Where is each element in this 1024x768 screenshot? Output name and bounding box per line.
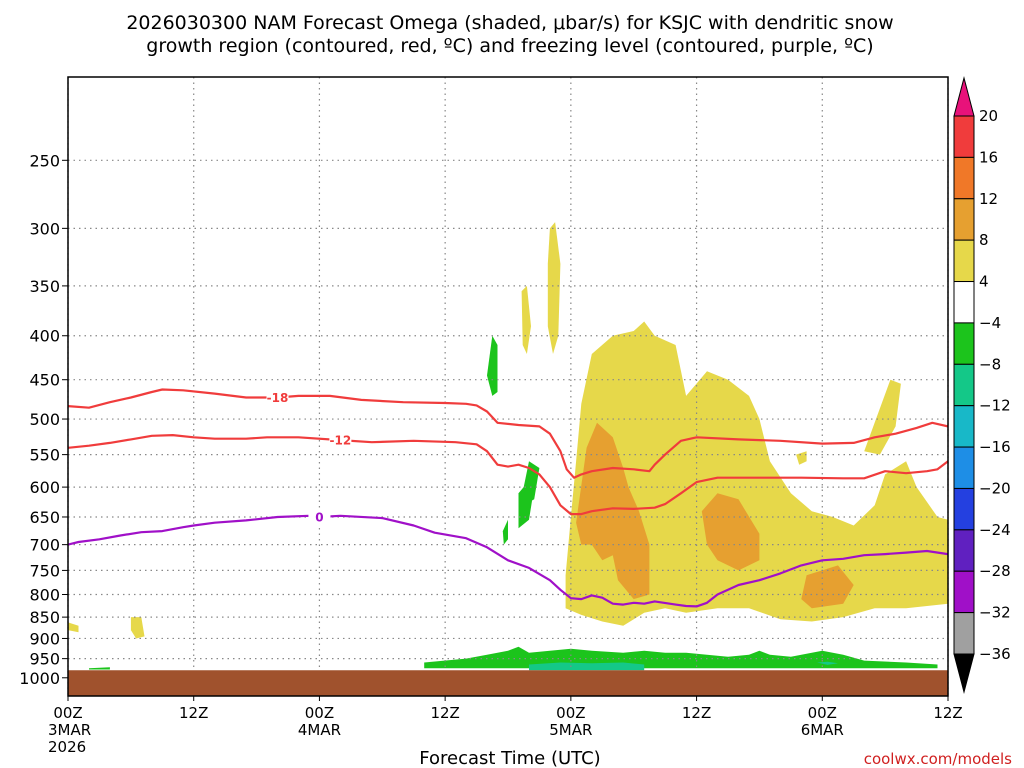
contour-label: 0 <box>315 510 323 524</box>
colorbar-segment <box>953 529 975 572</box>
source-credit: coolwx.com/models <box>864 750 1012 768</box>
y-axis: 250 300 350 400 450 500 550 600 650 700 750 800 850 9… <box>19 151 68 688</box>
y-tick-label: 300 <box>29 219 60 238</box>
colorbar-segment <box>953 115 975 158</box>
x-tick-label: 00Z <box>808 704 837 722</box>
colorbar-segment <box>953 156 975 200</box>
omega-region-11 <box>424 646 938 669</box>
colorbar-label: −36 <box>979 645 1011 663</box>
colorbar-label: 8 <box>979 231 989 249</box>
colorbar-segment <box>953 487 975 531</box>
colorbar-tip-top <box>953 76 975 117</box>
omega-region-5 <box>796 451 807 465</box>
omega-region-12 <box>487 335 498 396</box>
omega-region-17 <box>529 662 645 671</box>
colorbar-segment <box>953 363 975 407</box>
colorbar-segment <box>953 570 975 614</box>
y-tick-label: 350 <box>29 277 60 296</box>
y-tick-label: 500 <box>29 410 60 429</box>
colorbar-label: −32 <box>979 604 1011 622</box>
x-tick-label: 12Z <box>430 704 459 722</box>
colorbar-label: −8 <box>979 355 1001 373</box>
colorbar-segment <box>953 446 975 489</box>
x-tick-label: 12Z <box>179 704 208 722</box>
contour-line-1 <box>68 434 948 516</box>
y-tick-label: 450 <box>29 371 60 390</box>
colorbar-label: −4 <box>979 314 1001 332</box>
contour-line-0 <box>68 388 948 479</box>
colorbar-segment <box>953 322 975 365</box>
x-tick-label: 2026 <box>48 738 86 756</box>
contour-label-bg <box>308 509 331 524</box>
omega-region-14 <box>518 480 535 529</box>
omega-region-18 <box>817 661 838 665</box>
contour-label-bg <box>329 433 352 448</box>
x-tick-label: 00Z <box>53 704 82 722</box>
y-tick-label: 550 <box>29 446 60 465</box>
colorbar-label: −24 <box>979 521 1011 539</box>
colorbar-label: −28 <box>979 562 1011 580</box>
x-tick-label: 00Z <box>305 704 334 722</box>
y-tick-label: 400 <box>29 327 60 346</box>
y-tick-label: 950 <box>29 650 60 669</box>
y-tick-label: 1000 <box>19 669 60 688</box>
contour-label: -18 <box>267 391 289 405</box>
colorbar-label: −16 <box>979 438 1011 456</box>
x-tick-label: 5MAR <box>549 721 592 739</box>
colorbar-label: −12 <box>979 397 1011 415</box>
omega-region-2 <box>521 285 531 354</box>
temperature-contours: -18 -12 0 <box>68 388 948 608</box>
x-tick-label: 3MAR <box>48 721 91 739</box>
colorbar-segment <box>953 281 975 324</box>
colorbar-segment <box>953 198 975 241</box>
x-tick-label: 12Z <box>933 704 962 722</box>
y-tick-label: 750 <box>29 561 60 580</box>
omega-region-3 <box>864 379 901 455</box>
y-tick-label: 900 <box>29 629 60 648</box>
colorbar-label: 16 <box>979 148 998 166</box>
colorbar-legend: 20 16 12 8 4 −4 −8 −12 −16 −20 −24 −28 −32 −36 <box>953 76 1011 694</box>
colorbar-label: −20 <box>979 479 1011 497</box>
x-tick-label: 6MAR <box>801 721 844 739</box>
colorbar-tip-bottom <box>953 653 975 694</box>
chart-title-line-2: growth region (contoured, red, ºC) and f… <box>146 35 873 57</box>
y-tick-label: 850 <box>29 608 60 627</box>
omega-region-15 <box>502 519 508 545</box>
omega-region-0 <box>565 321 948 626</box>
colorbar-label: 20 <box>979 107 998 125</box>
y-tick-label: 700 <box>29 536 60 555</box>
x-axis-label: Forecast Time (UTC) <box>419 748 600 768</box>
contour-line-2 <box>68 514 948 608</box>
omega-region-16 <box>89 667 110 670</box>
chart-title-line-1: 2026030300 NAM Forecast Omega (shaded, μ… <box>126 12 893 34</box>
colorbar-label: 4 <box>979 273 989 291</box>
y-tick-label: 650 <box>29 508 60 527</box>
x-tick-label: 4MAR <box>298 721 341 739</box>
omega-region-9 <box>701 493 760 571</box>
omega-region-1 <box>547 222 561 354</box>
omega-shading <box>68 222 948 671</box>
contour-label-bg <box>266 390 289 405</box>
y-tick-label: 600 <box>29 478 60 497</box>
colorbar-segment <box>953 612 975 655</box>
contour-label: -12 <box>330 434 352 448</box>
y-tick-label: 800 <box>29 585 60 604</box>
colorbar-segment <box>953 239 975 283</box>
omega-region-6 <box>68 622 79 633</box>
omega-region-8 <box>576 422 650 600</box>
omega-region-10 <box>801 565 854 609</box>
colorbar-label: 12 <box>979 190 998 208</box>
plot-frame <box>67 76 949 697</box>
colorbar-segment <box>953 405 975 448</box>
x-tick-label: 12Z <box>682 704 711 722</box>
ground-surface <box>68 670 948 696</box>
x-tick-label: 00Z <box>556 704 585 722</box>
y-tick-label: 250 <box>29 151 60 170</box>
omega-region-7 <box>130 617 145 639</box>
